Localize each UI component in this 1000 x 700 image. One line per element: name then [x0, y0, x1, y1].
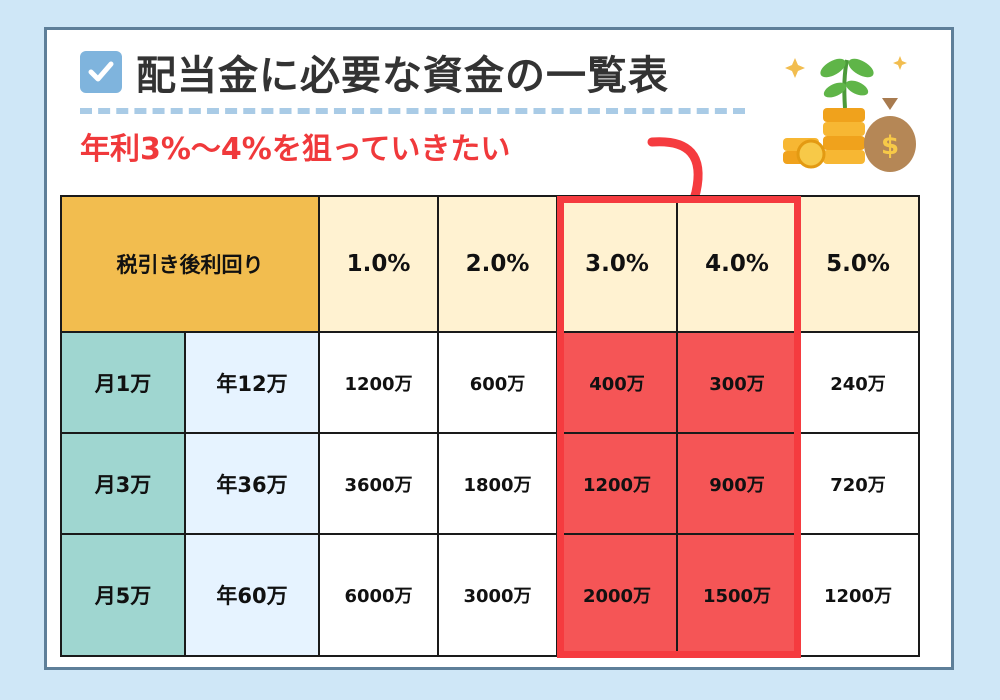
- yearly-amount: 年36万: [184, 432, 320, 535]
- rate-header: 2.0%: [437, 195, 558, 333]
- monthly-amount: 月5万: [60, 533, 186, 657]
- required-capital: 1800万: [437, 432, 558, 535]
- subtitle: 年利3%〜4%を狙っていきたい: [80, 132, 511, 167]
- rate-header: 1.0%: [318, 195, 439, 333]
- required-capital-highlighted: 1200万: [556, 432, 678, 535]
- required-capital: 1200万: [796, 533, 920, 657]
- required-capital: 1200万: [318, 331, 439, 434]
- required-capital-highlighted: 1500万: [676, 533, 798, 657]
- required-capital: 720万: [796, 432, 920, 535]
- required-capital: 3000万: [437, 533, 558, 657]
- rate-header: 5.0%: [796, 195, 920, 333]
- required-capital: 240万: [796, 331, 920, 434]
- yearly-amount: 年12万: [184, 331, 320, 434]
- page-title: 配当金に必要な資金の一覧表: [136, 53, 669, 99]
- rate-header: 3.0%: [556, 195, 678, 333]
- dividend-capital-table: 税引き後利回り 1.0% 2.0% 3.0% 4.0% 5.0% 月1万 年12…: [60, 195, 920, 657]
- rate-header-row: 税引き後利回り 1.0% 2.0% 3.0% 4.0% 5.0%: [60, 195, 920, 333]
- table-row: 月3万 年36万 3600万 1800万 1200万 900万 720万: [60, 432, 920, 535]
- title-underline: [80, 108, 745, 114]
- svg-text:$: $: [881, 131, 899, 161]
- rate-header: 4.0%: [676, 195, 798, 333]
- money-plant-icon: $: [783, 56, 916, 172]
- monthly-amount: 月3万: [60, 432, 186, 535]
- table-row: 月1万 年12万 1200万 600万 400万 300万 240万: [60, 331, 920, 434]
- required-capital-highlighted: 2000万: [556, 533, 678, 657]
- required-capital-highlighted: 900万: [676, 432, 798, 535]
- yearly-amount: 年60万: [184, 533, 320, 657]
- table-row: 月5万 年60万 6000万 3000万 2000万 1500万 1200万: [60, 533, 920, 657]
- required-capital: 6000万: [318, 533, 439, 657]
- required-capital: 3600万: [318, 432, 439, 535]
- monthly-amount: 月1万: [60, 331, 186, 434]
- required-capital: 600万: [437, 331, 558, 434]
- after-tax-yield-header: 税引き後利回り: [60, 195, 320, 333]
- required-capital-highlighted: 300万: [676, 331, 798, 434]
- title-row: 配当金に必要な資金の一覧表: [80, 46, 669, 99]
- required-capital-highlighted: 400万: [556, 331, 678, 434]
- checkbox-icon: [80, 51, 122, 93]
